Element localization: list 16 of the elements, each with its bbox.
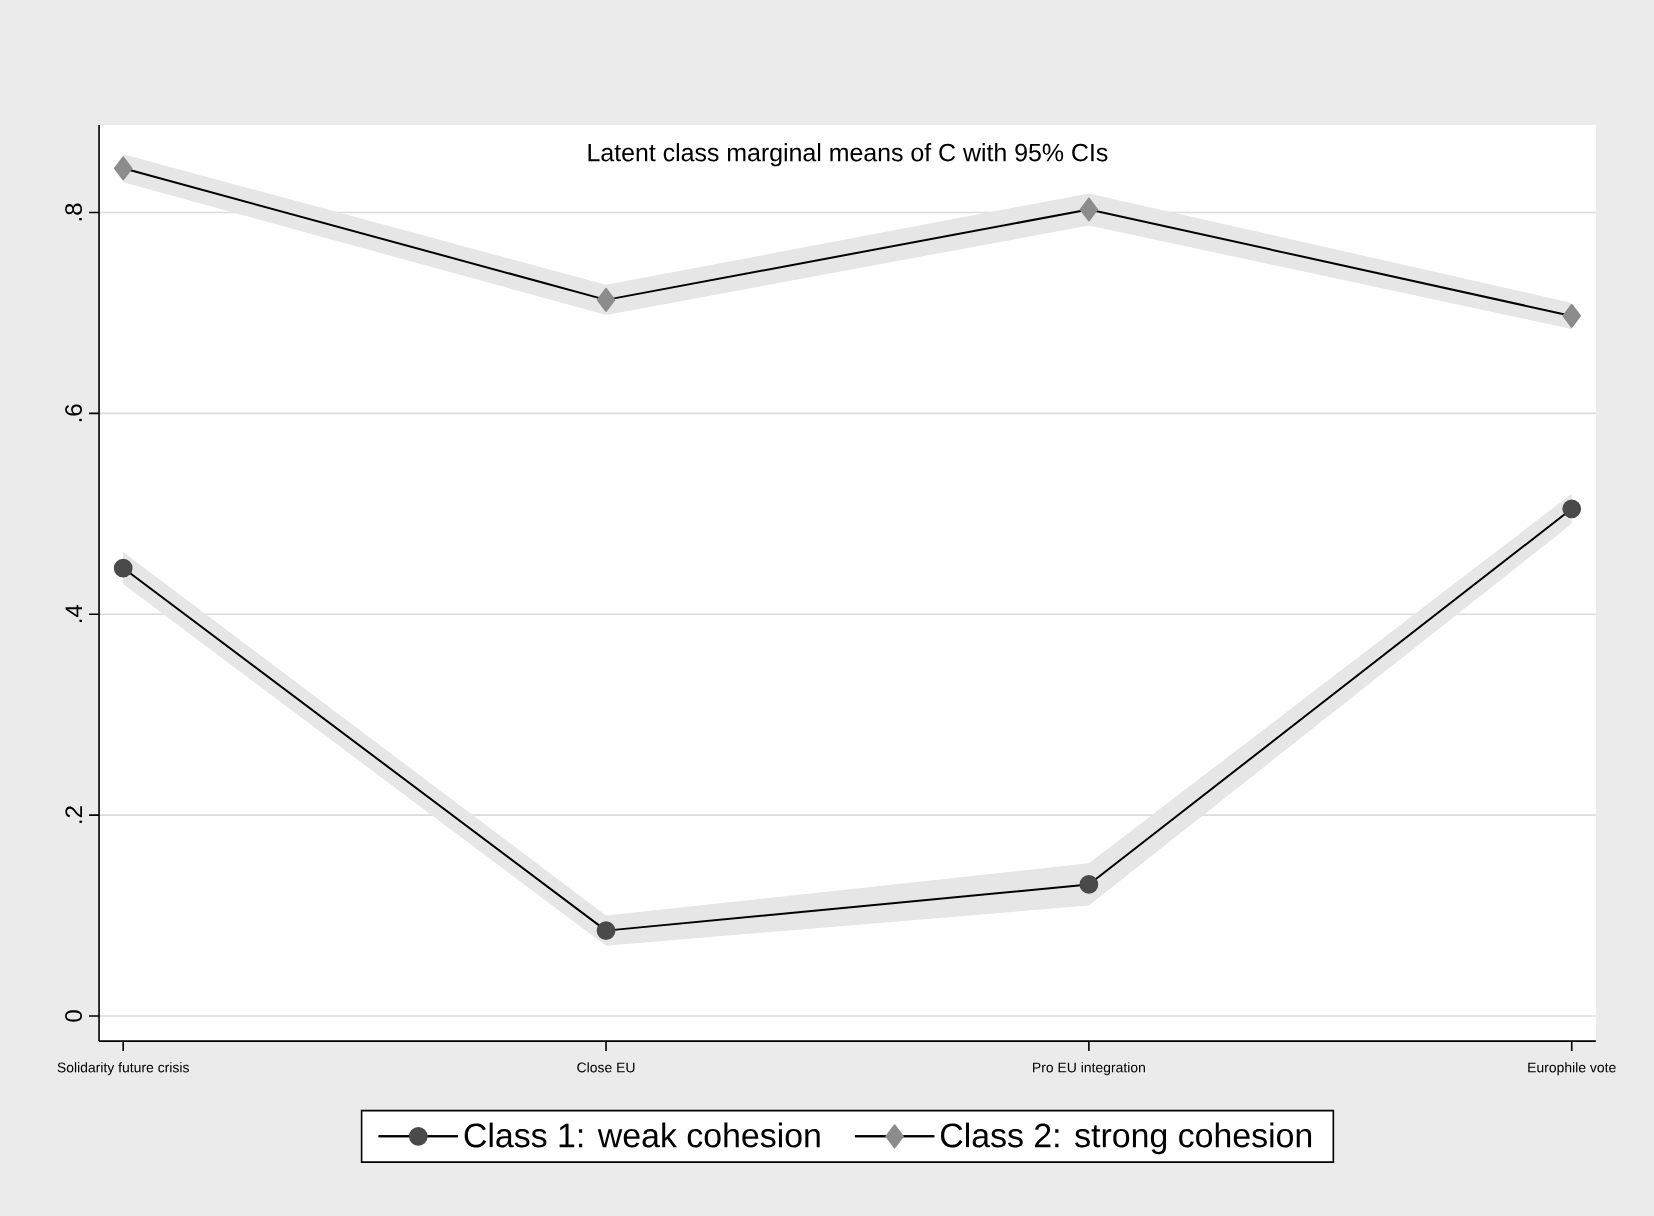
point (1562, 303, 1581, 328)
y-tick-label: .6 (65, 404, 82, 422)
point (1079, 197, 1099, 222)
y-tick-label: 0 (65, 1010, 82, 1022)
point (596, 287, 616, 312)
point (1562, 499, 1582, 519)
point (1079, 875, 1099, 894)
point (596, 921, 616, 941)
y-tick-label: .8 (65, 203, 82, 221)
y-tick-label: .2 (65, 806, 83, 823)
text: Latent class marginal means of C with 95% CIs (588, 143, 1108, 167)
point (113, 156, 133, 181)
legend-label: Class 2: strong cohesion (940, 1122, 1312, 1155)
point (113, 558, 133, 578)
y-tick-label: .4 (65, 604, 83, 623)
legend-label: Class 1: weak cohesion (464, 1122, 820, 1148)
